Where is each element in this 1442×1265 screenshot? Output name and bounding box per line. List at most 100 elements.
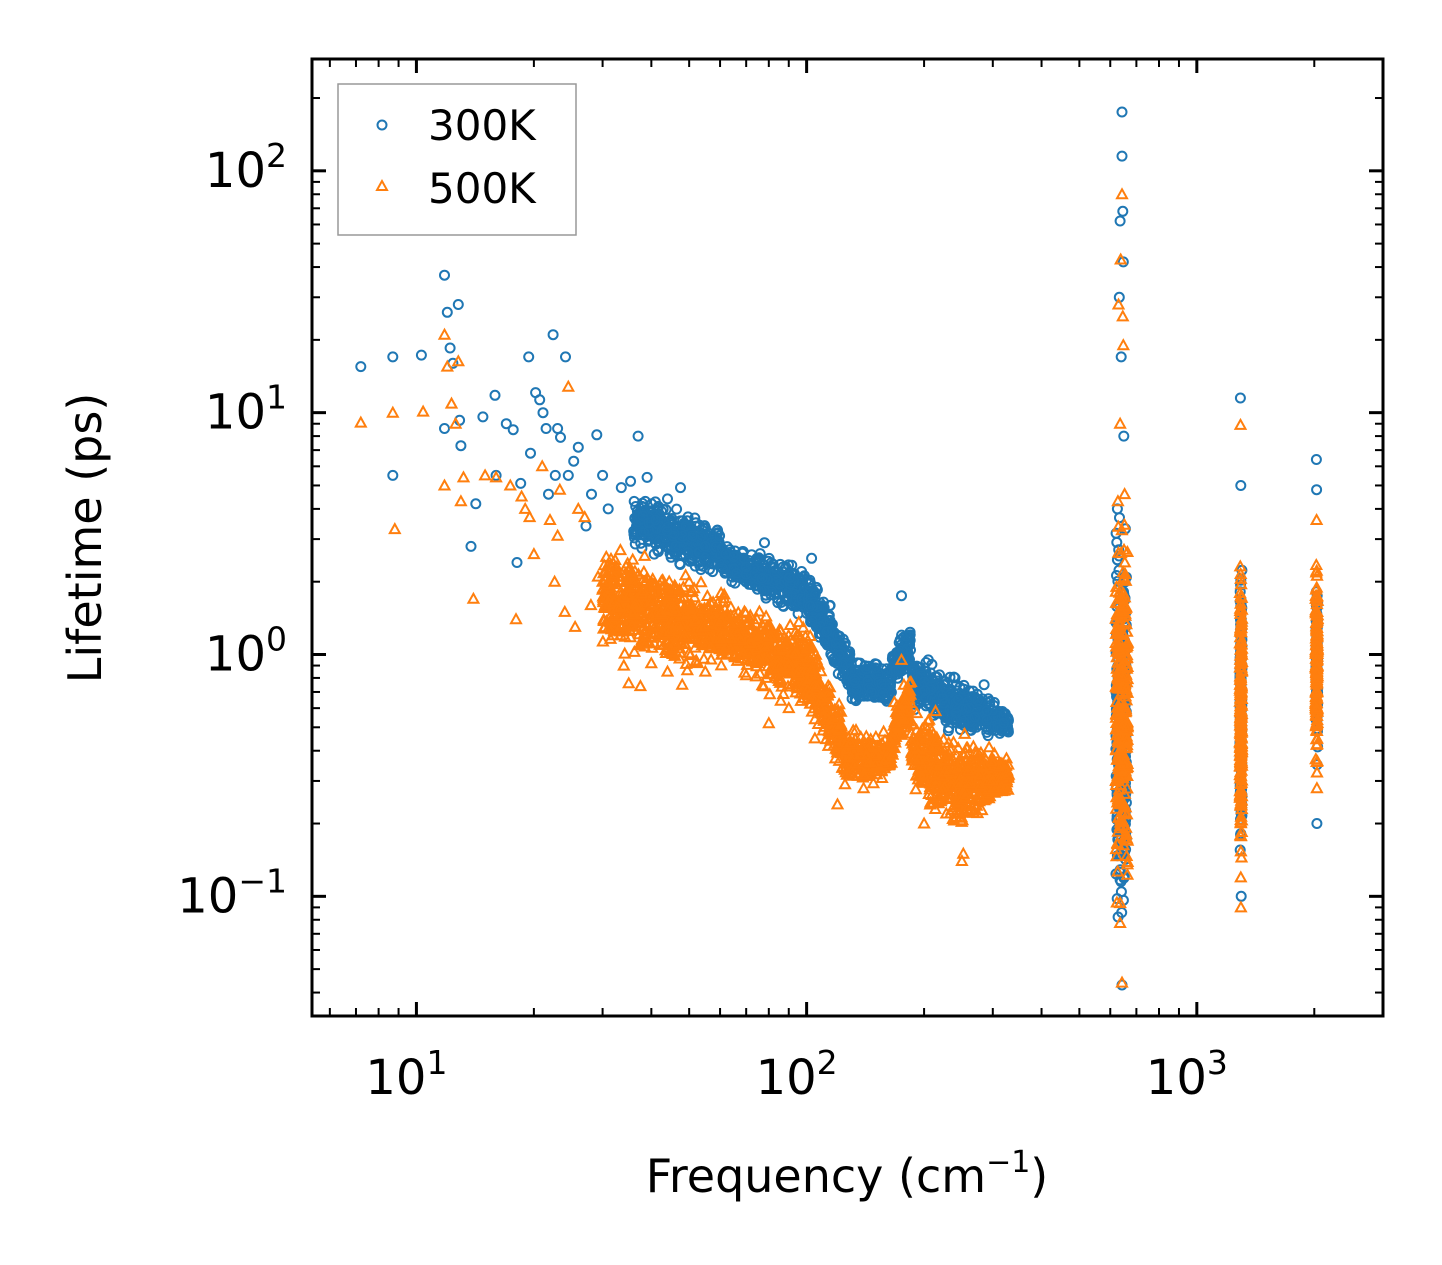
point-300k (439, 269, 450, 281)
point-500k (1119, 702, 1133, 715)
point-500k (1114, 668, 1128, 681)
point-500k (612, 622, 626, 635)
point-300k (387, 351, 399, 363)
point-500k (763, 687, 777, 700)
point-500k (943, 762, 957, 775)
point-500k (923, 740, 937, 753)
point-500k (838, 777, 852, 790)
point-300k (962, 696, 974, 708)
point-500k (862, 740, 877, 753)
point-500k (1234, 813, 1248, 826)
point-300k (865, 687, 877, 698)
point-300k (661, 521, 673, 533)
point-500k (876, 724, 891, 737)
point-500k (1110, 837, 1125, 850)
point-500k (757, 639, 772, 652)
point-500k (704, 640, 718, 653)
point-300k (511, 557, 523, 568)
point-500k (1233, 559, 1247, 572)
point-300k (615, 482, 627, 494)
point-500k (909, 782, 923, 795)
point-500k (738, 638, 752, 651)
point-500k (1120, 544, 1135, 557)
point-300k (470, 498, 482, 510)
point-300k (925, 684, 937, 696)
point-500k (747, 642, 761, 655)
point-500k (673, 645, 687, 658)
point-300k (649, 496, 661, 508)
point-300k (837, 659, 848, 671)
point-300k (638, 526, 650, 538)
point-500k (606, 608, 620, 621)
point-500k (1111, 703, 1126, 716)
point-300k (939, 675, 951, 687)
point-500k (753, 621, 767, 634)
point-500k (820, 687, 835, 700)
point-500k (743, 624, 757, 637)
point-500k (1116, 565, 1130, 578)
point-500k (942, 735, 956, 748)
point-500k (1110, 752, 1124, 765)
point-300k (537, 407, 549, 419)
point-500k (626, 552, 640, 565)
point-500k (694, 575, 708, 588)
point-500k (961, 763, 976, 776)
point-500k (812, 677, 827, 690)
point-500k (702, 631, 716, 644)
point-500k (811, 698, 826, 711)
point-500k (645, 625, 659, 638)
point-500k (780, 636, 794, 649)
point-500k (679, 656, 693, 669)
point-500k (1234, 828, 1248, 841)
point-500k (664, 642, 678, 655)
point-300k (680, 520, 692, 532)
point-500k (782, 663, 796, 676)
point-500k (973, 778, 988, 791)
point-500k (645, 593, 660, 606)
point-300k (660, 504, 672, 516)
point-500k (1002, 767, 1016, 780)
point-300k (628, 495, 640, 507)
point-500k (604, 551, 618, 564)
point-500k (1112, 645, 1127, 658)
point-500k (654, 605, 668, 618)
point-500k (935, 783, 950, 796)
point-300k (714, 530, 726, 542)
point-500k (923, 797, 937, 810)
point-500k (1111, 545, 1126, 558)
point-500k (628, 579, 642, 592)
point-300k (699, 552, 711, 564)
point-500k (609, 577, 624, 590)
point-500k (1233, 688, 1248, 701)
point-500k (886, 738, 900, 751)
point-500k (631, 567, 646, 580)
point-500k (674, 617, 688, 630)
point-300k (1114, 215, 1126, 227)
point-500k (1114, 716, 1128, 729)
point-300k (507, 424, 519, 436)
point-500k (648, 626, 662, 639)
point-500k (868, 748, 882, 761)
point-500k (962, 799, 976, 812)
point-500k (906, 749, 920, 762)
point-500k (713, 603, 727, 616)
point-500k (1234, 809, 1248, 822)
point-500k (1109, 639, 1123, 652)
point-300k (1235, 890, 1247, 902)
point-300k (766, 586, 778, 598)
point-300k (821, 626, 833, 638)
point-500k (800, 641, 814, 654)
point-500k (1119, 734, 1134, 747)
point-500k (819, 732, 833, 745)
point-300k (650, 514, 661, 526)
point-300k (811, 601, 823, 613)
point-500k (628, 575, 642, 588)
point-500k (607, 574, 621, 587)
point-500k (1113, 896, 1127, 909)
point-300k (877, 687, 889, 699)
point-500k (1116, 814, 1130, 827)
point-500k (838, 760, 852, 773)
point-300k (415, 349, 427, 361)
point-500k (622, 587, 636, 600)
point-300k (806, 552, 818, 564)
